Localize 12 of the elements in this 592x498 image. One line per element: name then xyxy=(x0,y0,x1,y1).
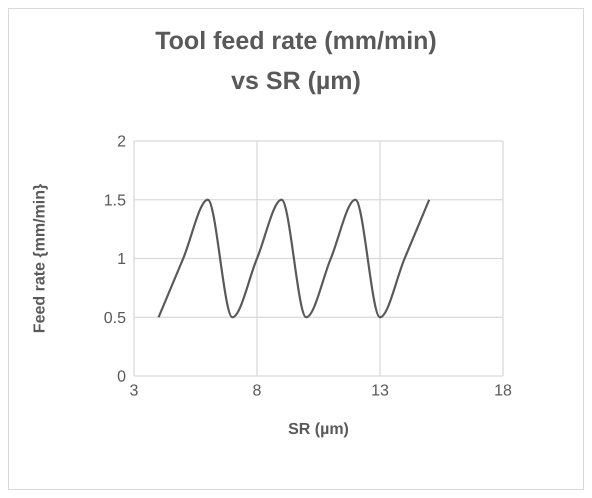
y-tick-label: 0.5 xyxy=(104,310,126,327)
y-axis-title: Feed rate {mm/min} xyxy=(32,184,49,334)
x-axis-title: SR (µm) xyxy=(288,421,349,438)
y-tick-label: 0 xyxy=(117,368,126,386)
x-tick-label: 18 xyxy=(494,382,512,400)
y-tick-label: 2 xyxy=(117,134,126,151)
y-tick-label: 1.5 xyxy=(104,192,126,210)
x-tick-label: 3 xyxy=(130,382,139,400)
x-tick-label: 8 xyxy=(252,382,262,400)
x-tick-label: 13 xyxy=(371,382,389,400)
chart-title: Tool feed rate (mm/min) vs SR (µm) xyxy=(154,26,438,97)
y-tick-label: 1 xyxy=(117,251,126,268)
